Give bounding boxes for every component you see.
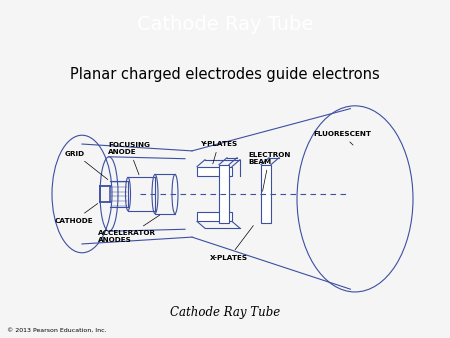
- Text: © 2013 Pearson Education, Inc.: © 2013 Pearson Education, Inc.: [7, 328, 107, 333]
- Text: Cathode Ray Tube: Cathode Ray Tube: [137, 15, 313, 34]
- Bar: [261, 165, 271, 223]
- Text: FLUORESCENT: FLUORESCENT: [313, 131, 371, 145]
- Bar: [197, 167, 232, 176]
- Bar: [197, 212, 232, 221]
- Text: Planar charged electrodes guide electrons: Planar charged electrodes guide electron…: [70, 67, 380, 82]
- Text: ACCELERATOR
ANODES: ACCELERATOR ANODES: [98, 215, 160, 243]
- Text: Cathode Ray Tube: Cathode Ray Tube: [170, 306, 280, 319]
- Text: CATHODE: CATHODE: [55, 203, 98, 223]
- Text: FOCUSING
ANODE: FOCUSING ANODE: [108, 142, 150, 175]
- Text: GRID: GRID: [65, 151, 108, 179]
- Text: Y-PLATES: Y-PLATES: [200, 141, 237, 164]
- Bar: [219, 165, 229, 223]
- Text: ELECTRON
BEAM: ELECTRON BEAM: [248, 152, 290, 191]
- Text: X-PLATES: X-PLATES: [210, 225, 253, 261]
